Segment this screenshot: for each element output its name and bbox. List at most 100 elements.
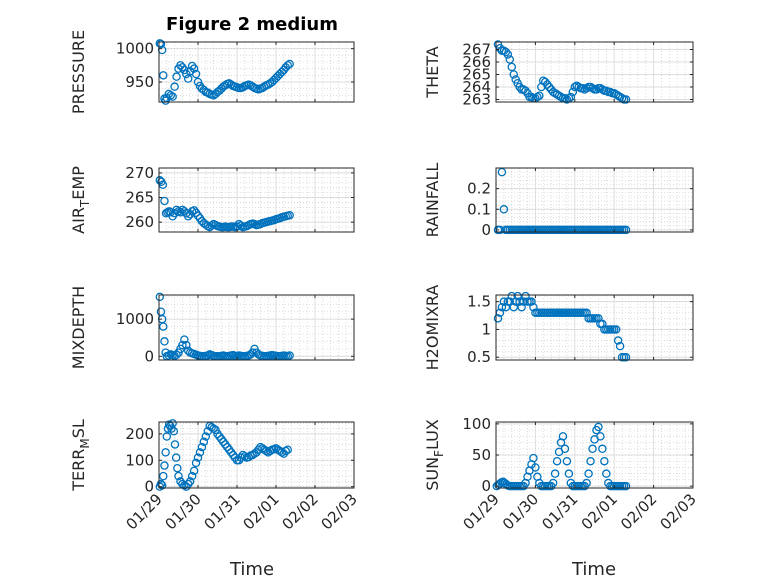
y-axis-label: THETA: [423, 46, 442, 98]
data-point: [172, 350, 181, 360]
data-point: [527, 92, 536, 102]
y-tick-label: 267: [462, 41, 491, 59]
data-point: [207, 221, 216, 230]
subplot-6: 0.5 1 1.5 H2OMIXRA: [423, 285, 694, 371]
data-point: [521, 86, 530, 96]
data-point: [505, 55, 515, 64]
data-point: [598, 319, 607, 329]
y-tick-label: 265: [462, 66, 491, 84]
data-point: [501, 47, 511, 57]
data-point: [159, 322, 168, 331]
y-tick-label: 260: [125, 213, 154, 231]
y-tick-label: 0.5: [467, 348, 491, 366]
data-point: [240, 452, 250, 461]
data-point: [174, 471, 183, 481]
data-point: [564, 469, 574, 478]
data-point: [189, 466, 199, 476]
y-tick-label: 265: [125, 189, 154, 207]
data-points: [492, 422, 631, 491]
data-point: [560, 444, 570, 454]
data-point: [521, 291, 530, 301]
data-point: [197, 442, 207, 452]
data-point: [178, 340, 187, 350]
y-axis-label-main: MIXDEPTH: [69, 286, 88, 369]
y-tick-label: 1.5: [467, 293, 491, 311]
data-point: [167, 424, 176, 433]
y-tick-label: 0.1: [467, 200, 491, 218]
data-point: [613, 336, 623, 345]
data-point: [615, 341, 625, 351]
xlabel-right: Time: [571, 559, 616, 580]
data-point: [193, 453, 203, 462]
y-tick-label: 0: [481, 221, 491, 239]
y-tick-label: 1000: [116, 310, 154, 328]
y-axis-label-post: SL: [69, 419, 88, 438]
data-point: [596, 432, 605, 441]
data-point: [499, 205, 509, 214]
data-point: [602, 469, 611, 478]
subplot-1: 950 1000 PRESSURE: [69, 30, 355, 114]
data-points: [155, 292, 294, 361]
y-tick-label: 1000: [116, 40, 154, 58]
data-point: [568, 87, 578, 97]
data-point: [509, 70, 518, 79]
data-point: [611, 325, 621, 334]
axes-box: [495, 41, 694, 103]
data-point: [558, 432, 568, 441]
data-point: [170, 440, 180, 449]
y-axis-label: H2OMIXRA: [423, 285, 442, 371]
axes-box: [158, 41, 355, 103]
figure-title: Figure 2 medium: [166, 14, 338, 35]
y-axis-label-sub: F: [432, 450, 446, 457]
xlabel-left: Time: [229, 559, 274, 580]
y-tick-label: 200: [125, 425, 154, 443]
y-axis-label-post: LUX: [423, 419, 442, 450]
data-point: [529, 453, 538, 463]
data-point: [283, 61, 292, 70]
data-point: [191, 69, 201, 79]
data-point: [517, 302, 526, 312]
data-point: [160, 196, 169, 206]
data-point: [592, 85, 601, 94]
data-point: [582, 308, 591, 318]
data-points: [493, 40, 631, 104]
data-point: [168, 92, 177, 101]
data-point: [281, 446, 290, 456]
data-point: [173, 463, 182, 473]
data-point: [180, 65, 189, 75]
data-point: [621, 225, 631, 235]
data-point: [168, 419, 177, 428]
y-axis-label-main: PRESSURE: [69, 30, 88, 114]
data-point: [578, 84, 587, 93]
data-point: [169, 426, 179, 436]
data-point: [191, 458, 201, 468]
y-tick-label: 264: [462, 78, 491, 96]
data-point: [562, 456, 572, 466]
data-point: [600, 456, 609, 466]
data-point: [285, 59, 294, 69]
data-point: [621, 352, 631, 362]
data-point: [529, 302, 538, 312]
data-point: [195, 448, 205, 457]
y-axis-label-main: AIR: [69, 207, 88, 234]
data-point: [497, 167, 507, 177]
y-axis-label: RAINFALL: [423, 163, 442, 238]
subplot-5: 0 1000 MIXDEPTH: [69, 286, 355, 369]
data-point: [166, 91, 175, 100]
y-tick-label: 0: [144, 478, 154, 496]
y-axis-label: PRESSURE: [69, 30, 88, 114]
y-tick-label: 50: [472, 446, 491, 464]
axes-box: [158, 294, 355, 361]
data-point: [507, 291, 517, 301]
data-point: [201, 432, 211, 441]
data-point: [211, 425, 220, 435]
data-point: [155, 292, 165, 302]
data-point: [189, 206, 199, 215]
data-point: [493, 314, 503, 323]
data-points: [155, 176, 294, 232]
y-axis-label: TERRMSL: [69, 419, 92, 492]
data-point: [570, 82, 580, 92]
data-point: [170, 82, 179, 91]
